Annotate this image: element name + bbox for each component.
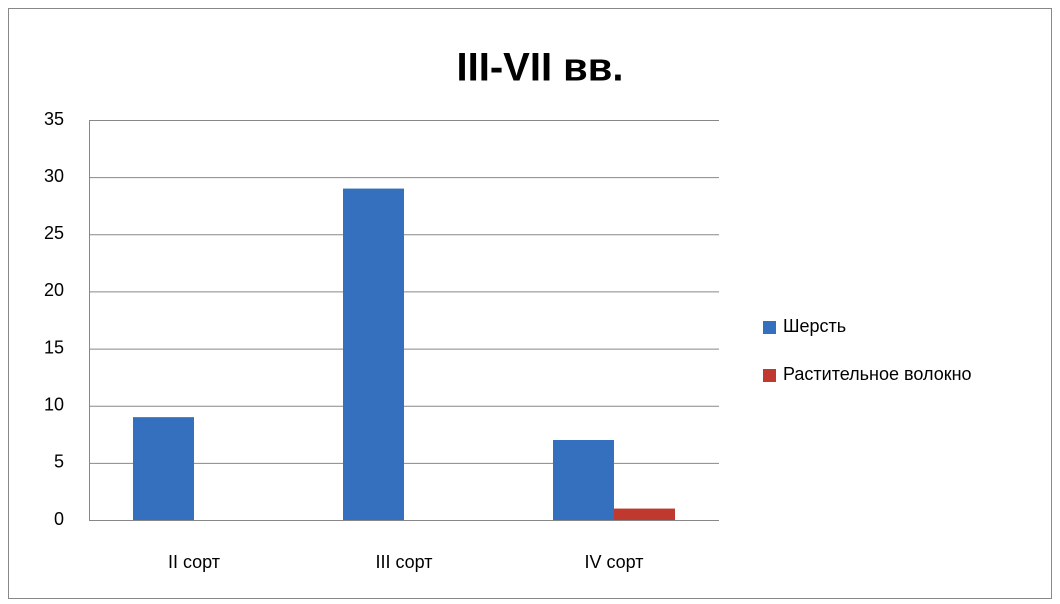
legend-label: Шерсть <box>783 316 846 336</box>
legend-swatch <box>763 321 776 334</box>
x-tick-label: II сорт <box>168 552 220 572</box>
x-tick-label: IV сорт <box>584 552 643 572</box>
legend-swatch <box>763 369 776 382</box>
legend-label: Растительное волокно <box>783 364 972 384</box>
x-tick-label: III сорт <box>375 552 432 572</box>
bar <box>343 188 404 521</box>
y-tick-label: 35 <box>44 109 64 129</box>
bar <box>614 508 675 520</box>
bar <box>553 440 614 520</box>
y-tick-label: 10 <box>44 394 64 414</box>
chart-title: III-VII вв. <box>457 46 624 90</box>
bar <box>133 417 194 520</box>
y-tick-label: 25 <box>44 223 64 243</box>
y-tick-label: 20 <box>44 280 64 300</box>
y-tick-label: 5 <box>54 452 64 472</box>
y-tick-label: 15 <box>44 337 64 357</box>
y-tick-label: 0 <box>54 509 64 529</box>
y-tick-label: 30 <box>44 166 64 186</box>
